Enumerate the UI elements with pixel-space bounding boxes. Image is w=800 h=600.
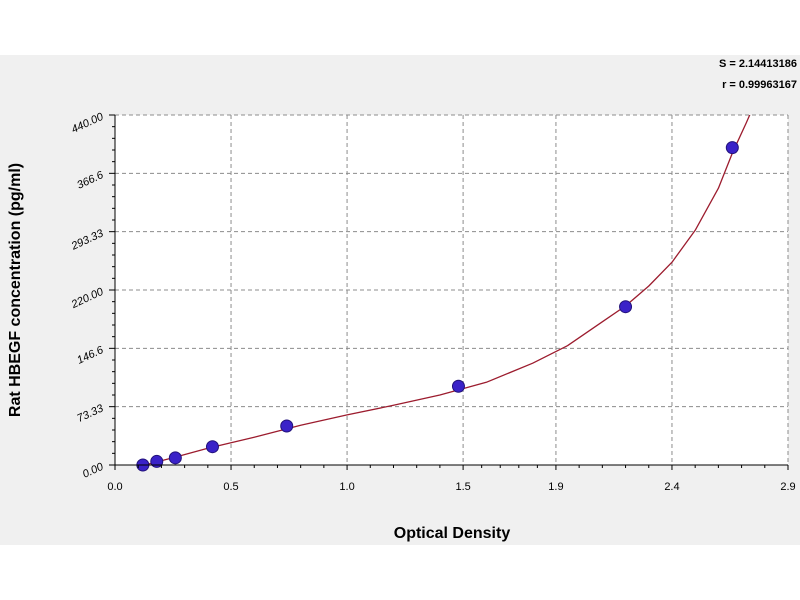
- chart-panel: 0.0 0.5 1.0 1.5 1.9 2.4 2.9 0.00 73.33 146.6 220.…: [0, 55, 800, 545]
- data-point: [451, 379, 465, 393]
- data-point: [168, 451, 182, 465]
- y-tick-label: 366.6: [75, 169, 106, 192]
- x-tick-label: 2.4: [664, 481, 679, 493]
- x-axis-title: Optical Density: [394, 525, 511, 542]
- stat-s: S = 2.14413186: [719, 58, 797, 70]
- data-point: [725, 141, 739, 155]
- x-tick-label: 0.0: [107, 481, 122, 493]
- data-point: [619, 300, 633, 314]
- x-ticks: 0.0 0.5 1.0 1.5 1.9 2.4 2.9: [107, 465, 796, 493]
- y-tick-label: 73.33: [75, 402, 106, 425]
- fit-curve-line: [138, 115, 751, 468]
- x-tick-label: 1.5: [455, 481, 470, 493]
- data-point: [150, 454, 164, 468]
- standard-curve-chart: 0.0 0.5 1.0 1.5 1.9 2.4 2.9 0.00 73.33 146.6 220.…: [7, 58, 797, 542]
- x-tick-label: 1.0: [339, 481, 354, 493]
- data-point: [280, 419, 294, 433]
- y-tick-label: 440.00: [70, 110, 106, 135]
- y-tick-label: 293.33: [69, 227, 106, 253]
- data-point: [205, 440, 219, 454]
- y-axis-title: Rat HBEGF concentration (pg/ml): [7, 163, 24, 417]
- data-points: [136, 141, 739, 472]
- fit-curve: [138, 115, 751, 468]
- y-tick-label: 220.00: [69, 285, 106, 311]
- y-tick-label: 146.6: [75, 344, 106, 367]
- x-tick-label: 0.5: [223, 481, 238, 493]
- stat-r: r = 0.99963167: [722, 79, 797, 91]
- y-tick-label: 0.00: [81, 460, 106, 480]
- grid-lines: [115, 114, 789, 465]
- x-tick-label: 2.9: [780, 481, 795, 493]
- y-ticks: 0.00 73.33 146.6 220.00 293.33 366.6 440.00: [69, 110, 115, 481]
- x-tick-label: 1.9: [548, 481, 563, 493]
